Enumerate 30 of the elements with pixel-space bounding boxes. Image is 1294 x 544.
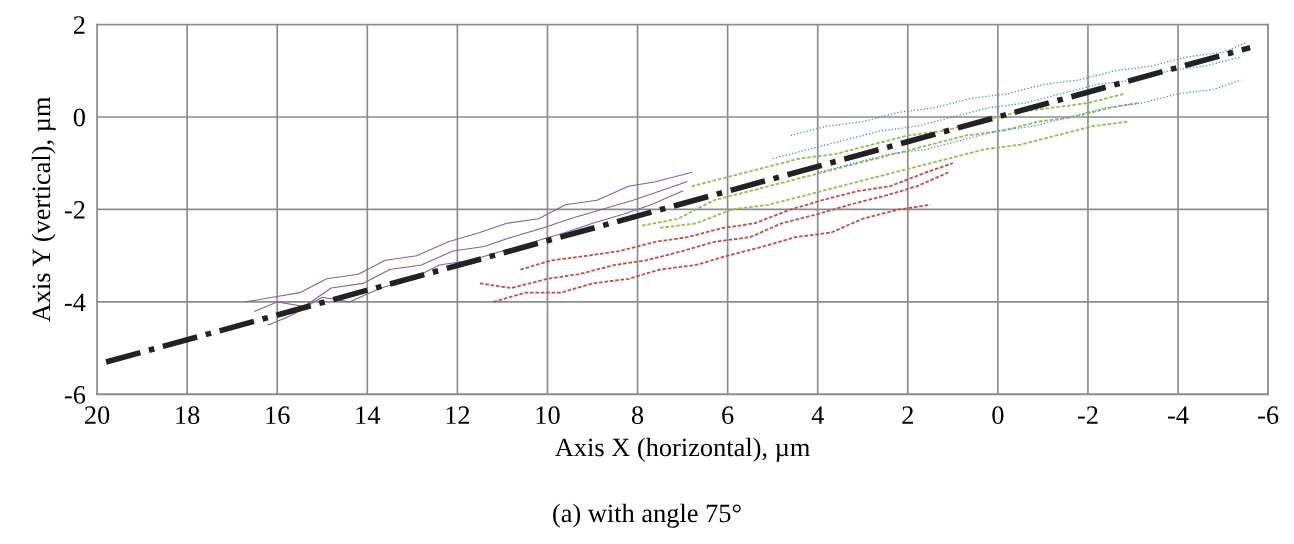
x-tick-label: 8 xyxy=(631,406,644,425)
line-series xyxy=(641,102,1139,227)
x-tick-label: 4 xyxy=(811,406,824,424)
x-tick-label: -2 xyxy=(1077,406,1098,424)
x-tick-label: 2 xyxy=(902,406,913,424)
x-tick-label: 12 xyxy=(446,406,470,424)
x-tick-label: 20 xyxy=(85,406,110,425)
y-axis-title: Axis Y (vertical), µm xyxy=(31,96,56,323)
line-series xyxy=(245,171,693,303)
y-tick-label: -4 xyxy=(64,293,86,312)
y-tick-label: -6 xyxy=(64,386,86,404)
x-tick-label: 6 xyxy=(722,406,734,425)
x-axis-title: Axis X (horizontal), µm xyxy=(555,437,810,462)
y-tick-label: 2 xyxy=(73,16,85,34)
line-series xyxy=(772,56,1242,160)
y-tick-label: -2 xyxy=(64,201,85,219)
y-tick-label: 0 xyxy=(73,108,85,127)
text: (a) with angle 75° xyxy=(553,503,741,528)
x-tick-label: 18 xyxy=(176,406,200,425)
x-tick-label: 10 xyxy=(536,406,560,425)
x-tick-label: -4 xyxy=(1168,406,1189,424)
line-series xyxy=(478,171,950,289)
x-tick-label: -6 xyxy=(1258,406,1279,425)
x-tick-label: 0 xyxy=(992,406,1004,425)
x-tick-label: 14 xyxy=(356,406,381,424)
line-series xyxy=(519,162,954,271)
line-series xyxy=(690,92,1125,188)
line-series xyxy=(790,42,1247,137)
line-series xyxy=(659,120,1130,229)
x-tick-label: 16 xyxy=(266,406,290,425)
